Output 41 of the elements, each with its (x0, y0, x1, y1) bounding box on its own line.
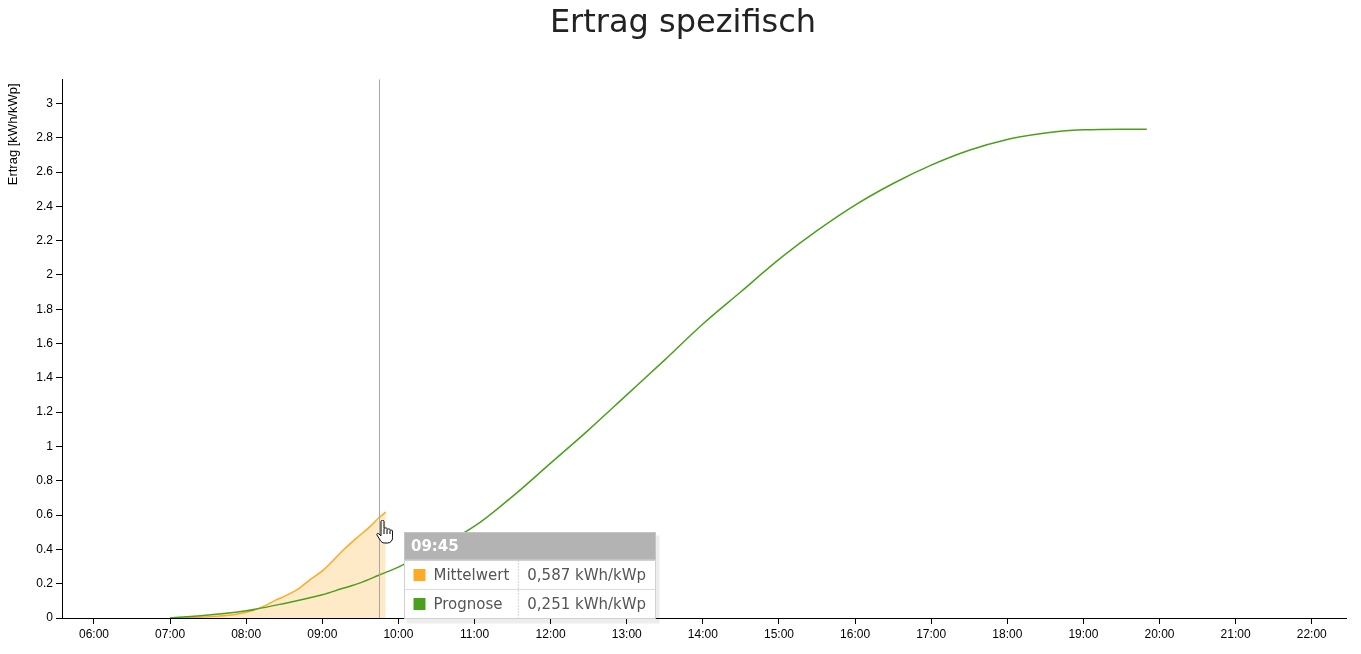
x-tick-label: 17:00 (916, 626, 947, 641)
y-axis-title: Ertrag [kWh/kWp] (4, 83, 20, 186)
x-tick-label: 14:00 (687, 626, 719, 641)
y-tick-label: 2 (46, 267, 54, 282)
y-tick-label: 2.4 (36, 198, 54, 213)
annotation: 0,251 kWh/kWp (527, 594, 647, 613)
y-tick-label: 0.6 (36, 507, 54, 522)
x-tick-label: 18:00 (992, 626, 1023, 641)
y-tick-label: 0.4 (36, 541, 54, 556)
y-tick-label: 0.2 (36, 576, 54, 591)
legend-label: Mittelwert (433, 565, 510, 584)
x-tick-label: 11:00 (459, 626, 490, 641)
x-tick-label: 06:00 (78, 626, 110, 641)
x-tick-label: 20:00 (1144, 626, 1175, 641)
annotation: 0,587 kWh/kWp (527, 565, 647, 584)
chart-title: Ertrag spezifisch (549, 1, 817, 40)
y-tick-label: 0.8 (36, 473, 54, 488)
y-tick-label: 1.4 (36, 370, 54, 385)
x-tick-label: 16:00 (840, 626, 871, 641)
y-tick-label: 1 (46, 438, 54, 453)
y-tick-label: 0 (46, 610, 54, 625)
y-tick-label: 1.8 (36, 301, 54, 316)
x-tick-label: 12:00 (535, 626, 566, 641)
x-tick-label: 21:00 (1220, 626, 1251, 641)
x-tick-label: 22:00 (1296, 626, 1328, 641)
x-tick-label: 08:00 (231, 626, 262, 641)
legend-label: Prognose (433, 594, 503, 613)
x-tick-label: 15:00 (763, 626, 795, 641)
x-tick-label: 19:00 (1068, 626, 1099, 641)
y-tick-label: 2.2 (36, 232, 54, 247)
y-tick-label: 3 (46, 95, 54, 110)
line-series (169, 128, 1148, 618)
tooltip-header: 09:45 (404, 532, 656, 560)
y-tick-label: 2.8 (36, 130, 54, 145)
y-tick-label: 2.6 (36, 164, 54, 179)
y-tick-label: 1.6 (36, 335, 54, 350)
x-tick-label: 13:00 (611, 626, 643, 641)
x-tick-label: 09:00 (307, 626, 338, 641)
x-tick-label: 07:00 (155, 626, 186, 641)
x-tick-label: 10:00 (383, 626, 414, 641)
y-tick-label: 1.2 (36, 404, 54, 419)
